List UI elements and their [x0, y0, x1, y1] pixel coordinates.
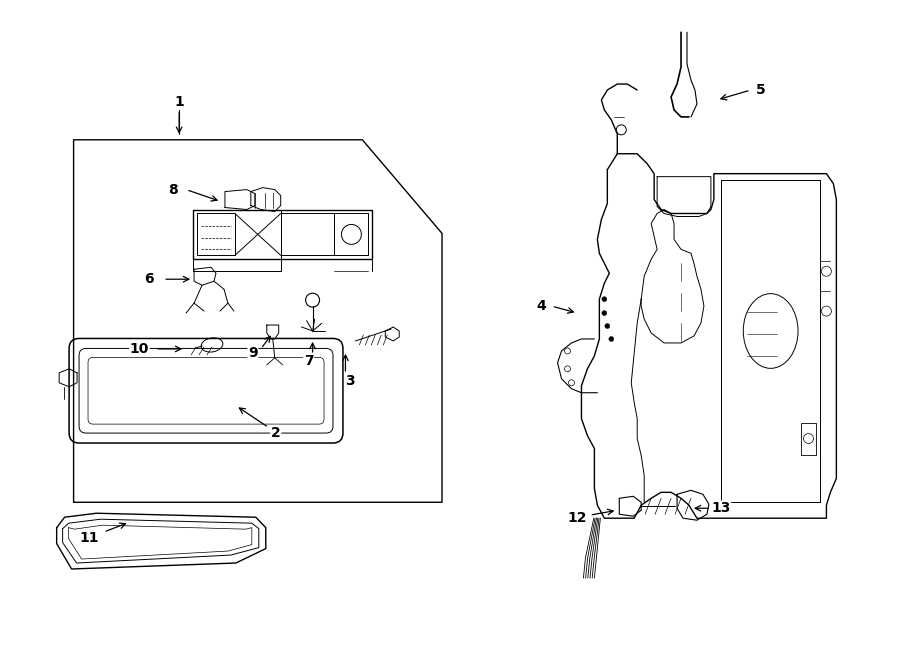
Text: 10: 10 [130, 342, 149, 356]
Text: 1: 1 [175, 95, 184, 109]
Text: 3: 3 [346, 373, 356, 388]
Circle shape [602, 311, 607, 315]
Text: 2: 2 [271, 426, 281, 440]
Circle shape [605, 323, 610, 329]
Text: 12: 12 [568, 511, 587, 525]
Text: 5: 5 [756, 83, 766, 97]
Text: 6: 6 [145, 272, 154, 286]
Circle shape [602, 297, 607, 301]
Text: 13: 13 [711, 501, 731, 516]
Circle shape [608, 336, 614, 342]
Text: 11: 11 [80, 531, 99, 545]
Text: 9: 9 [248, 346, 257, 360]
Text: 8: 8 [168, 182, 178, 196]
Text: 7: 7 [304, 354, 313, 368]
Text: 4: 4 [536, 299, 546, 313]
